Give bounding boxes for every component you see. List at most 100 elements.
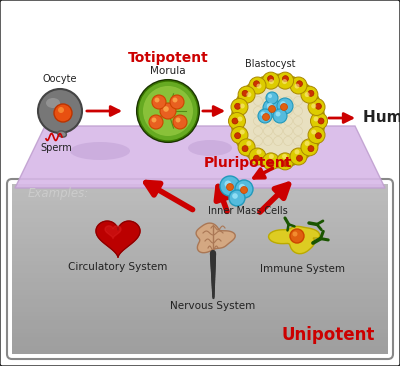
Circle shape [249,77,266,94]
Circle shape [308,127,325,143]
Circle shape [240,104,245,108]
Polygon shape [96,221,140,257]
Circle shape [238,86,255,103]
Circle shape [282,79,287,84]
Circle shape [290,148,307,165]
Circle shape [138,81,198,141]
Circle shape [268,160,274,166]
Bar [12,261,388,265]
Circle shape [277,153,294,170]
Bar [12,201,388,205]
Text: Blastocyst: Blastocyst [245,59,295,69]
Circle shape [262,113,270,120]
Circle shape [296,81,302,87]
Bar [12,316,388,320]
Circle shape [267,103,273,109]
Circle shape [296,155,302,161]
Bar [12,184,388,188]
Circle shape [269,79,274,84]
Circle shape [228,112,246,130]
Text: Examples:: Examples: [28,187,89,199]
Circle shape [314,116,318,122]
Circle shape [308,90,314,96]
Bar [12,248,388,252]
Circle shape [152,117,156,123]
Circle shape [176,117,180,123]
Bar [12,282,388,286]
Bar [12,265,388,269]
Text: Sperm: Sperm [40,143,72,153]
Circle shape [301,139,318,156]
Circle shape [242,146,248,152]
Circle shape [232,75,324,167]
Circle shape [238,139,255,156]
Circle shape [316,103,322,109]
Bar [12,209,388,214]
Circle shape [310,112,328,130]
Ellipse shape [70,142,130,160]
Circle shape [254,155,260,161]
Bar [12,197,388,201]
Circle shape [249,148,266,165]
Circle shape [282,154,287,159]
Polygon shape [105,226,121,238]
Circle shape [240,187,248,194]
Bar [12,193,388,197]
Circle shape [231,98,248,116]
Circle shape [232,193,238,199]
Circle shape [224,180,232,187]
Bar [12,235,388,239]
Circle shape [294,149,300,154]
Circle shape [277,72,294,89]
Circle shape [290,77,307,94]
Circle shape [226,183,234,190]
Circle shape [234,103,240,109]
Circle shape [269,154,274,159]
Bar [12,205,388,209]
Circle shape [152,95,166,109]
Bar [12,324,388,329]
Circle shape [268,76,274,82]
Polygon shape [196,223,235,253]
Circle shape [240,130,245,134]
Bar [12,243,388,248]
Bar [12,299,388,303]
Circle shape [266,92,278,104]
Bar [12,286,388,290]
Circle shape [263,99,281,117]
Circle shape [163,106,169,112]
Circle shape [308,98,325,116]
Circle shape [260,112,266,116]
Circle shape [268,94,272,98]
Circle shape [258,109,272,123]
Circle shape [234,133,240,139]
Circle shape [273,109,287,123]
Circle shape [256,149,262,154]
Bar [12,295,388,299]
Bar [12,252,388,256]
Circle shape [58,107,64,113]
Text: Immune System: Immune System [260,264,346,274]
Bar [12,273,388,277]
Circle shape [246,141,251,146]
Circle shape [149,115,163,129]
Circle shape [276,112,280,116]
Circle shape [280,101,286,107]
Circle shape [173,115,187,129]
Text: Nervous System: Nervous System [170,301,256,311]
Circle shape [154,98,160,102]
Bar [12,333,388,337]
Bar [12,341,388,346]
Circle shape [54,104,72,122]
Circle shape [220,176,240,196]
Circle shape [229,190,245,206]
Bar [12,337,388,341]
Text: Totipotent: Totipotent [128,51,208,65]
Circle shape [246,92,251,97]
Polygon shape [15,126,385,188]
Bar [12,329,388,333]
Circle shape [294,83,300,89]
Bar [12,227,388,231]
Bar [12,214,388,218]
Bar [12,290,388,295]
